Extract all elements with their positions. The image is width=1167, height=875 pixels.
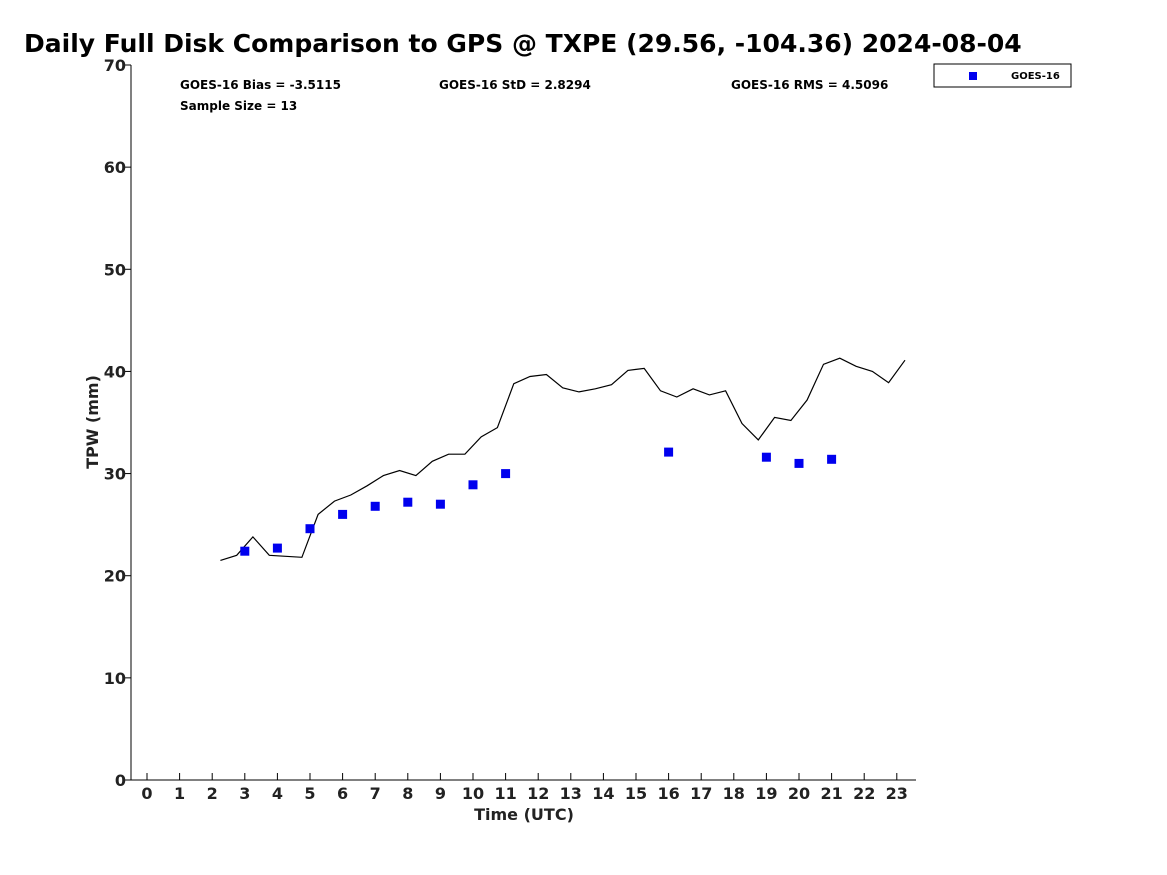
- y-tick-label: 30: [104, 465, 126, 484]
- y-tick-label: 70: [104, 56, 126, 75]
- x-tick-label: 5: [304, 784, 315, 803]
- goes16-point: [272, 543, 282, 553]
- goes16-point: [664, 447, 674, 457]
- y-tick-label: 40: [104, 362, 126, 381]
- y-tick-label: 50: [104, 260, 126, 279]
- legend: GOES-16: [933, 63, 1072, 88]
- x-tick-label: 14: [592, 784, 614, 803]
- x-tick-label: 7: [370, 784, 381, 803]
- x-tick-label: 0: [141, 784, 152, 803]
- y-tick-label: 20: [104, 567, 126, 586]
- y-tick-label: 60: [104, 158, 126, 177]
- x-tick-label: 6: [337, 784, 348, 803]
- y-ticks: 0 10 20 30 40 50 60 70: [104, 56, 131, 790]
- goes16-point: [435, 499, 445, 509]
- goes16-point: [761, 452, 771, 462]
- x-tick-label: 12: [527, 784, 549, 803]
- x-tick-label: 21: [820, 784, 842, 803]
- goes16-point: [338, 509, 348, 519]
- x-tick-label: 13: [560, 784, 582, 803]
- legend-marker: [969, 72, 977, 80]
- goes16-point: [501, 469, 511, 479]
- y-axis-label: TPW (mm): [83, 375, 102, 469]
- legend-box: [933, 63, 1072, 88]
- goes16-point: [794, 458, 804, 468]
- line-layer: [220, 357, 906, 561]
- goes16-point: [370, 501, 380, 511]
- rms-stat: GOES-16 RMS = 4.5096: [731, 78, 888, 92]
- x-tick-label: 18: [723, 784, 745, 803]
- goes16-point: [403, 497, 413, 507]
- x-tick-label: 10: [462, 784, 484, 803]
- x-tick-label: 8: [402, 784, 413, 803]
- x-tick-label: 17: [690, 784, 712, 803]
- x-tick-label: 9: [435, 784, 446, 803]
- x-tick-label: 2: [207, 784, 218, 803]
- sample-size-stat: Sample Size = 13: [180, 99, 297, 113]
- goes16-point: [305, 524, 315, 534]
- goes16-point: [468, 480, 478, 490]
- y-tick-label: 10: [104, 669, 126, 688]
- x-tick-label: 19: [755, 784, 777, 803]
- std-stat: GOES-16 StD = 2.8294: [439, 78, 591, 92]
- x-tick-label: 3: [239, 784, 250, 803]
- bias-stat: GOES-16 Bias = -3.5115: [180, 78, 341, 92]
- x-tick-label: 4: [272, 784, 283, 803]
- x-tick-label: 15: [625, 784, 647, 803]
- legend-label: GOES-16: [1011, 71, 1060, 82]
- y-tick-label: 0: [115, 771, 126, 790]
- gps-tpw-line: [220, 357, 906, 561]
- x-axis-label: Time (UTC): [474, 805, 574, 824]
- goes16-point: [240, 546, 250, 556]
- goes16-point: [827, 454, 837, 464]
- chart-title: Daily Full Disk Comparison to GPS @ TXPE…: [24, 29, 1022, 58]
- x-ticks: 0 1 2 3 4 5 6 7 8 9 10 11 12 13 14 15 16 17 18 19 20 21 22 23: [141, 773, 908, 803]
- x-tick-label: 22: [853, 784, 875, 803]
- x-tick-label: 20: [788, 784, 810, 803]
- x-tick-label: 11: [494, 784, 516, 803]
- x-tick-label: 1: [174, 784, 185, 803]
- x-tick-label: 16: [657, 784, 679, 803]
- x-tick-label: 23: [886, 784, 908, 803]
- plot-area: [130, 65, 916, 781]
- points-layer: [240, 447, 837, 556]
